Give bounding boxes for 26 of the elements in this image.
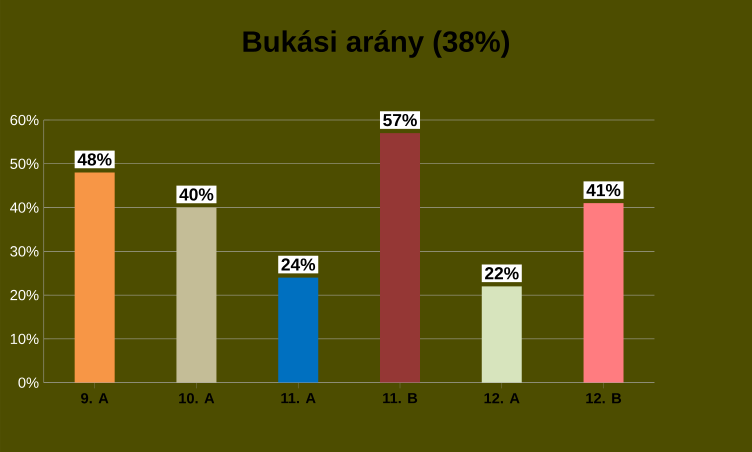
data-label: 41% bbox=[586, 184, 620, 196]
y-tick-label: 50% bbox=[10, 158, 39, 169]
x-tick-label: 10. A bbox=[179, 393, 214, 404]
y-tick-label: 60% bbox=[10, 114, 39, 126]
bar bbox=[176, 208, 216, 383]
bar bbox=[482, 286, 522, 383]
y-tick-label: 40% bbox=[10, 202, 39, 213]
y-tick-label: 10% bbox=[10, 334, 39, 344]
data-label: 48% bbox=[78, 153, 112, 166]
y-tick-label: 20% bbox=[10, 290, 39, 300]
data-label: 57% bbox=[383, 114, 417, 126]
x-tick-label: 12. B bbox=[586, 393, 622, 404]
data-label: 24% bbox=[281, 258, 316, 271]
bar bbox=[278, 278, 318, 383]
data-label: 40% bbox=[179, 188, 214, 201]
chart-title: Bukási arány (38%) bbox=[243, 30, 509, 58]
data-label: 22% bbox=[485, 267, 519, 280]
y-tick-label: 30% bbox=[10, 246, 39, 257]
x-tick-label: 11. A bbox=[281, 393, 316, 404]
x-tick-label: 12. A bbox=[484, 393, 520, 404]
bar bbox=[74, 172, 115, 383]
bar bbox=[584, 203, 624, 383]
x-tick-label: 11. B bbox=[383, 393, 418, 404]
bar bbox=[380, 133, 420, 383]
y-tick-label: 0% bbox=[18, 377, 39, 388]
x-tick-label: 9. A bbox=[81, 393, 108, 404]
